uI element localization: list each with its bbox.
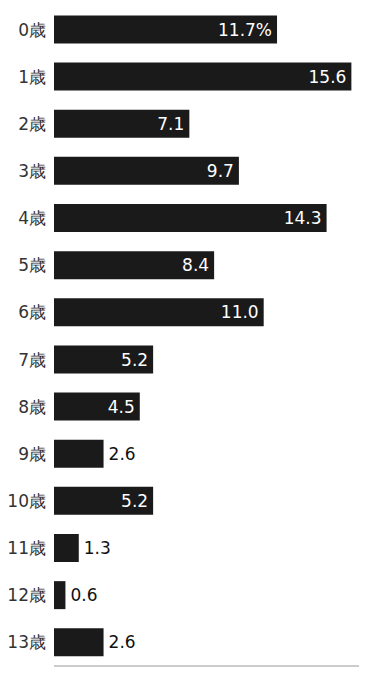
svg-text:8.4: 8.4	[182, 255, 209, 275]
svg-text:11歳: 11歳	[7, 538, 46, 558]
svg-text:5.2: 5.2	[121, 491, 148, 511]
svg-text:2.6: 2.6	[109, 444, 136, 464]
svg-text:2歳: 2歳	[18, 114, 46, 134]
svg-text:7歳: 7歳	[18, 350, 46, 370]
svg-text:5歳: 5歳	[18, 255, 46, 275]
svg-text:3歳: 3歳	[18, 161, 46, 181]
svg-text:1.3: 1.3	[84, 538, 111, 558]
svg-text:14.3: 14.3	[284, 208, 322, 228]
svg-text:2.6: 2.6	[109, 632, 136, 652]
svg-text:7.1: 7.1	[157, 114, 184, 134]
svg-text:11.0: 11.0	[221, 302, 259, 322]
svg-text:0.6: 0.6	[70, 585, 97, 605]
svg-text:5.2: 5.2	[121, 350, 148, 370]
svg-text:1歳: 1歳	[18, 67, 46, 87]
svg-text:9.7: 9.7	[207, 161, 234, 181]
svg-text:8歳: 8歳	[18, 397, 46, 417]
svg-text:10歳: 10歳	[7, 491, 46, 511]
svg-text:15.6: 15.6	[309, 67, 347, 87]
svg-text:6歳: 6歳	[18, 302, 46, 322]
svg-text:0歳: 0歳	[18, 20, 46, 40]
svg-text:11.7%: 11.7%	[218, 20, 272, 40]
svg-text:4.5: 4.5	[108, 397, 135, 417]
svg-text:4歳: 4歳	[18, 208, 46, 228]
svg-text:13歳: 13歳	[7, 632, 46, 652]
svg-text:9歳: 9歳	[18, 444, 46, 464]
svg-text:12歳: 12歳	[7, 585, 46, 605]
